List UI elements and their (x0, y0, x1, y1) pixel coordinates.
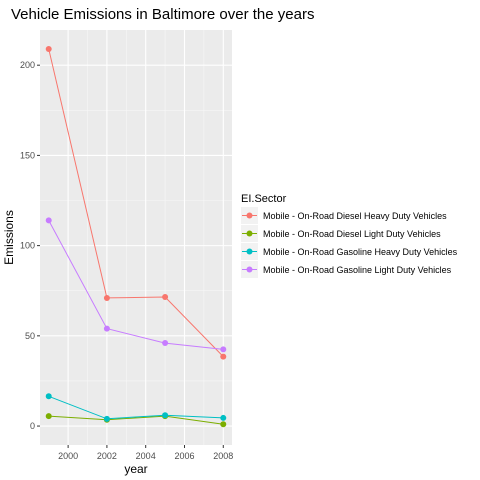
legend-key-point (246, 266, 253, 273)
y-axis-title: Emissions (2, 210, 16, 265)
data-point-series-3 (45, 393, 52, 400)
series-points (45, 45, 227, 428)
y-tick-label: 0 (30, 421, 35, 431)
data-point-series-1 (45, 45, 52, 52)
data-point-series-2 (220, 421, 227, 428)
legend-label: Mobile - On-Road Gasoline Light Duty Veh… (263, 265, 452, 275)
data-point-series-1 (103, 294, 110, 301)
series-line-1 (48, 48, 224, 357)
major-gridlines (40, 30, 232, 445)
data-point-series-3 (103, 415, 110, 422)
y-tick-label: 150 (20, 150, 35, 160)
legend-label: Mobile - On-Road Diesel Light Duty Vehic… (263, 229, 441, 239)
legend-label: Mobile - On-Road Diesel Heavy Duty Vehic… (263, 211, 447, 221)
data-point-series-4 (103, 325, 110, 332)
data-point-series-4 (162, 340, 169, 347)
minor-gridlines (40, 30, 232, 445)
series-line-4 (48, 220, 224, 350)
legend-key-point (246, 212, 253, 219)
y-tick-label: 50 (25, 331, 35, 341)
y-tick-label: 100 (20, 241, 35, 251)
x-tick-label: 2002 (97, 451, 117, 461)
x-tick-label: 2008 (213, 451, 233, 461)
data-point-series-4 (220, 346, 227, 353)
series-lines (48, 48, 224, 425)
legend-key-point (246, 230, 253, 237)
series-line-3 (48, 395, 224, 420)
data-point-series-2 (45, 413, 52, 420)
x-axis-title: year (124, 462, 147, 476)
plot-panel (40, 30, 232, 445)
series-line-2 (48, 415, 224, 425)
y-tick-label: 200 (20, 60, 35, 70)
legend-items: Mobile - On-Road Diesel Heavy Duty Vehic… (241, 207, 458, 278)
chart-title: Vehicle Emissions in Baltimore over the … (11, 6, 314, 23)
legend-title: EI.Sector (241, 193, 287, 205)
x-tick-label: 2004 (136, 451, 156, 461)
legend-label: Mobile - On-Road Gasoline Heavy Duty Veh… (263, 247, 458, 257)
x-tick-label: 2006 (174, 451, 194, 461)
x-tick-label: 2000 (58, 451, 78, 461)
data-point-series-3 (162, 412, 169, 419)
data-point-series-4 (45, 217, 52, 224)
x-axis-ticks: 2000 2002 2004 2006 2008 (58, 445, 233, 461)
legend-key-point (246, 248, 253, 255)
data-point-series-1 (220, 353, 227, 360)
legend: EI.Sector Mobile - On-Road Diesel Heavy … (241, 193, 458, 278)
y-axis-ticks: 0 50 100 150 200 (20, 60, 40, 431)
data-point-series-1 (162, 294, 169, 301)
data-point-series-3 (220, 414, 227, 421)
